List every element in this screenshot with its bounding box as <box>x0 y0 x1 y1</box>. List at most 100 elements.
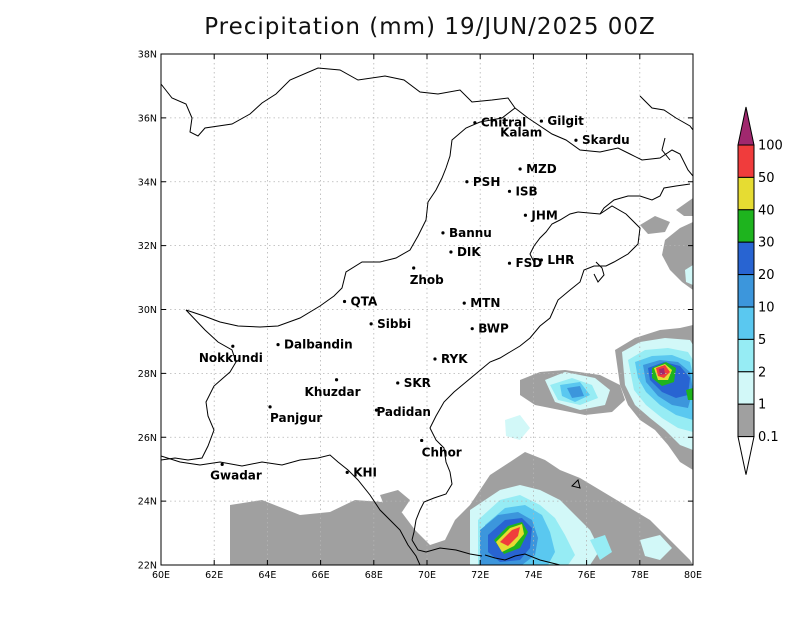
y-tick-label: 24N <box>138 497 157 508</box>
city-marker <box>574 138 578 142</box>
city-marker <box>342 299 347 304</box>
city-marker <box>539 258 543 262</box>
y-tick-label: 26N <box>138 433 157 444</box>
x-tick-label: 64E <box>258 570 276 581</box>
city-marker <box>268 405 272 409</box>
colorbar-segment <box>737 306 755 340</box>
pakistan-india-border-south <box>411 205 641 541</box>
city-label: Dalbandin <box>284 338 353 352</box>
colorbar-label: 100 <box>758 139 783 154</box>
city-marker <box>334 378 339 382</box>
city-label: BWP <box>478 322 509 336</box>
chart-title: Precipitation (mm) 19/JUN/2025 00Z <box>204 14 656 40</box>
colorbar-label: 0.1 <box>758 430 779 445</box>
kashmir-border-north <box>639 95 693 131</box>
x-tick-label: 74E <box>524 570 542 581</box>
city-label: Kalam <box>500 126 542 140</box>
colorbar-label: 50 <box>758 171 775 186</box>
city-marker <box>276 343 280 347</box>
kashmir-border <box>599 183 691 215</box>
x-tick-label: 78E <box>631 570 649 581</box>
colorbar-label: 40 <box>758 203 775 218</box>
city-label: SKR <box>404 376 431 390</box>
kutch <box>411 539 483 557</box>
axis-ticks: 60E 62E 64E 66E 68E 70E 72E 74E 76E 78E 80E 22N 24N 2… <box>138 50 702 582</box>
x-tick-label: 62E <box>205 570 223 581</box>
city-marker <box>345 470 349 474</box>
river-indus <box>593 261 605 283</box>
city-marker <box>507 189 512 193</box>
city-markers: Chitral GilgitKalamSkarduMZDPSHISBJHMBann… <box>199 114 630 482</box>
city-label: Skardu <box>582 133 630 147</box>
colorbar-segment <box>737 274 755 308</box>
city-marker <box>449 250 453 254</box>
x-tick-label: 80E <box>684 570 702 581</box>
colorbar-bottom-arrow <box>737 436 755 475</box>
colorbar-segment <box>737 176 755 211</box>
y-tick-label: 28N <box>138 369 157 380</box>
y-tick-label: 38N <box>138 50 157 61</box>
city-label: Nokkundi <box>199 351 263 365</box>
x-tick-label: 72E <box>471 570 489 581</box>
city-marker <box>369 322 373 326</box>
city-marker <box>441 231 445 235</box>
gujarat-coast <box>484 553 561 565</box>
colorbar-label: 5 <box>758 333 766 348</box>
city-marker <box>502 121 506 125</box>
city-label: Gilgit <box>547 114 584 128</box>
city-label: Zhob <box>410 273 444 287</box>
city-marker <box>470 327 474 331</box>
x-tick-label: 60E <box>152 570 170 581</box>
afghanistan-border <box>161 67 516 328</box>
colorbar-top-arrow <box>737 106 755 146</box>
city-label: ISB <box>515 184 537 198</box>
city-marker <box>374 408 379 412</box>
colorbar-segment <box>737 403 755 438</box>
city-marker <box>433 357 437 361</box>
colorbar-segment <box>737 241 755 276</box>
city-marker <box>465 180 469 184</box>
city-label: Padidan <box>376 405 431 419</box>
colorbar: 0.1 1 2 5 10 20 30 40 50 100 <box>737 106 783 475</box>
city-label: Sibbi <box>377 317 411 331</box>
city-label: Chhor <box>422 445 462 459</box>
city-label: Khuzdar <box>305 385 361 399</box>
city-label: MZD <box>526 162 557 176</box>
colorbar-label: 1 <box>758 398 766 413</box>
colorbar-label: 10 <box>758 301 775 316</box>
small-island <box>571 479 581 489</box>
city-marker <box>507 261 512 265</box>
lat-lon-grid <box>161 54 693 565</box>
x-tick-label: 76E <box>578 570 596 581</box>
city-marker <box>539 119 543 123</box>
city-label: KHI <box>353 465 377 479</box>
colorbar-segment <box>737 144 755 178</box>
colorbar-label: 20 <box>758 268 775 283</box>
y-tick-label: 36N <box>138 113 157 124</box>
city-label: FSD <box>515 256 542 270</box>
city-marker <box>396 381 400 385</box>
city-marker <box>412 266 416 270</box>
city-marker <box>231 344 235 348</box>
city-marker <box>523 213 528 217</box>
city-label: PSH <box>473 175 500 189</box>
city-label: QTA <box>351 295 378 309</box>
x-tick-label: 66E <box>312 570 330 581</box>
x-tick-label: 68E <box>365 570 383 581</box>
colorbar-segment <box>737 209 755 243</box>
city-marker <box>420 438 424 443</box>
city-label: Gwadar <box>210 468 262 482</box>
y-tick-label: 32N <box>138 241 157 252</box>
india-border-east <box>529 211 579 263</box>
y-tick-label: 22N <box>138 561 157 572</box>
city-label: LHR <box>547 253 574 267</box>
coastline <box>161 454 421 565</box>
map-boundaries <box>161 67 693 565</box>
city-label: RYK <box>441 352 468 366</box>
x-tick-label: 70E <box>418 570 436 581</box>
city-label: Bannu <box>449 226 492 240</box>
colorbar-segment <box>737 371 755 405</box>
city-marker <box>462 301 466 305</box>
y-tick-label: 34N <box>138 177 157 188</box>
